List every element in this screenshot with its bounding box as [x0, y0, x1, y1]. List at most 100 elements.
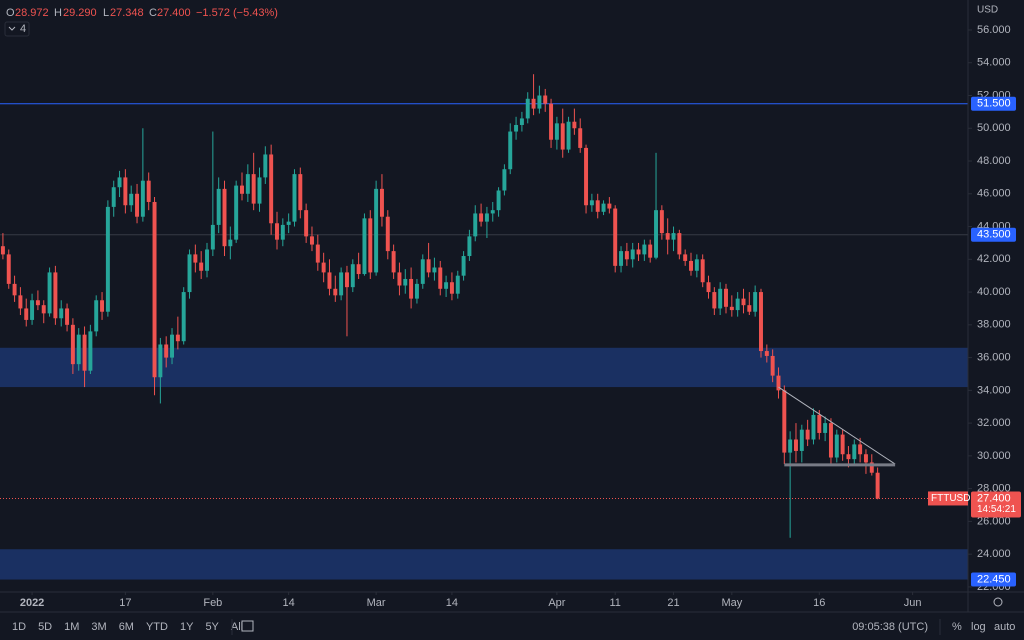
y-tick-label: 26.000 [977, 515, 1011, 527]
y-tick-label: 36.000 [977, 351, 1011, 363]
candle-body [397, 272, 402, 286]
candle-body [18, 295, 23, 309]
candle-body [403, 278, 408, 286]
gear[interactable] [993, 597, 1003, 607]
candle-body [578, 128, 583, 148]
candle-body [770, 355, 775, 376]
candle-body [863, 454, 868, 463]
auto-toggle[interactable]: auto [994, 621, 1015, 633]
candle-body [455, 275, 460, 294]
indicator-toggle[interactable] [4, 21, 30, 37]
candle-body [677, 233, 682, 255]
candle-body [280, 224, 285, 240]
legend-label: C [149, 7, 157, 19]
candle-body [490, 210, 495, 214]
candle-body [496, 190, 501, 211]
candle-body [776, 375, 781, 391]
zone-label: 22.450 [977, 573, 1011, 585]
candle-body [344, 272, 349, 288]
candle-body [24, 308, 29, 320]
candle-body [391, 251, 396, 273]
x-tick-label: 21 [667, 597, 679, 609]
zone [0, 347, 968, 388]
range-button[interactable]: 1M [64, 621, 79, 633]
candle-body [788, 439, 793, 453]
candle-body [449, 282, 454, 294]
log-toggle[interactable]: log [971, 621, 986, 633]
level-badge [971, 96, 1016, 111]
candle-body [94, 300, 99, 332]
candle-body [735, 298, 740, 311]
x-tick-label: Mar [367, 597, 386, 609]
candle-body [828, 423, 833, 458]
y-tick-label: 34.000 [977, 384, 1011, 396]
candle-body [607, 203, 612, 209]
legend-value: 29.290 [63, 7, 97, 19]
y-tick-label: 50.000 [977, 122, 1011, 134]
range-button[interactable]: 1Y [180, 621, 194, 633]
percent-toggle[interactable]: % [952, 621, 962, 633]
range-button[interactable]: 1D [12, 621, 26, 633]
range-button[interactable]: All [231, 621, 243, 633]
level-badge [971, 227, 1016, 242]
candle-body [298, 174, 303, 211]
candle-body [257, 177, 262, 204]
candle-body [560, 123, 565, 150]
legend-label: L [103, 7, 109, 19]
candle-body [30, 300, 35, 320]
candle-body [683, 254, 688, 261]
x-tick-label: 14 [446, 597, 458, 609]
range-button[interactable]: 3M [91, 621, 106, 633]
legend-label: H [54, 7, 62, 19]
candle-body [438, 267, 443, 289]
candle-body [222, 188, 227, 247]
candle-body [619, 251, 624, 266]
candle-body [799, 429, 804, 451]
candle-body [805, 429, 810, 440]
plot-area [0, 74, 968, 580]
indicator-count: 4 [20, 23, 26, 35]
candle-body [216, 188, 221, 225]
candle-body [59, 308, 64, 319]
candle-body [624, 251, 629, 260]
candle-body [479, 213, 484, 222]
candle-body [158, 344, 163, 378]
candle-body [129, 193, 134, 206]
range-button[interactable]: 6M [119, 621, 134, 633]
candle-body [817, 414, 822, 433]
range-button[interactable]: YTD [146, 621, 168, 633]
candle-body [70, 324, 75, 365]
trend-line [778, 386, 896, 465]
candle-body [665, 233, 670, 240]
candle-body [146, 180, 151, 202]
candle-body [333, 288, 338, 296]
range-button[interactable]: 5Y [205, 621, 219, 633]
ohlc-legend: O 28.972 H 29.290 L 27.348 C 27.400 −1.5… [6, 7, 278, 19]
candle-body [549, 103, 554, 140]
candle-body [228, 239, 233, 247]
candle-body [706, 282, 711, 293]
candle-body [152, 201, 157, 378]
toolbar: 1D 5D 1M 3M 6M YTD 1Y 5Y All 09:05:38 (UTC)% log au… [12, 619, 1015, 635]
candle-body [875, 472, 880, 499]
candle-body [251, 174, 256, 204]
candle-body [420, 259, 425, 284]
x-tick-label: Feb [203, 597, 222, 609]
candle-body [292, 174, 297, 222]
candle-body [111, 187, 116, 207]
settings-icon[interactable] [993, 597, 1003, 607]
candle-body [671, 233, 676, 240]
range-button[interactable]: 5D [38, 621, 52, 633]
candle-body [187, 254, 192, 293]
candle-body [508, 131, 513, 170]
x-tick-label: 17 [119, 597, 131, 609]
price-label: 27.400 [977, 492, 1011, 504]
candle-body [164, 344, 169, 358]
x-tick-label: 2022 [20, 597, 44, 609]
candle-body [566, 121, 571, 150]
candle-body [193, 254, 198, 263]
date-range-icon[interactable] [241, 620, 254, 632]
y-tick-label: 54.000 [977, 57, 1011, 69]
x-tick-label: 16 [813, 597, 825, 609]
